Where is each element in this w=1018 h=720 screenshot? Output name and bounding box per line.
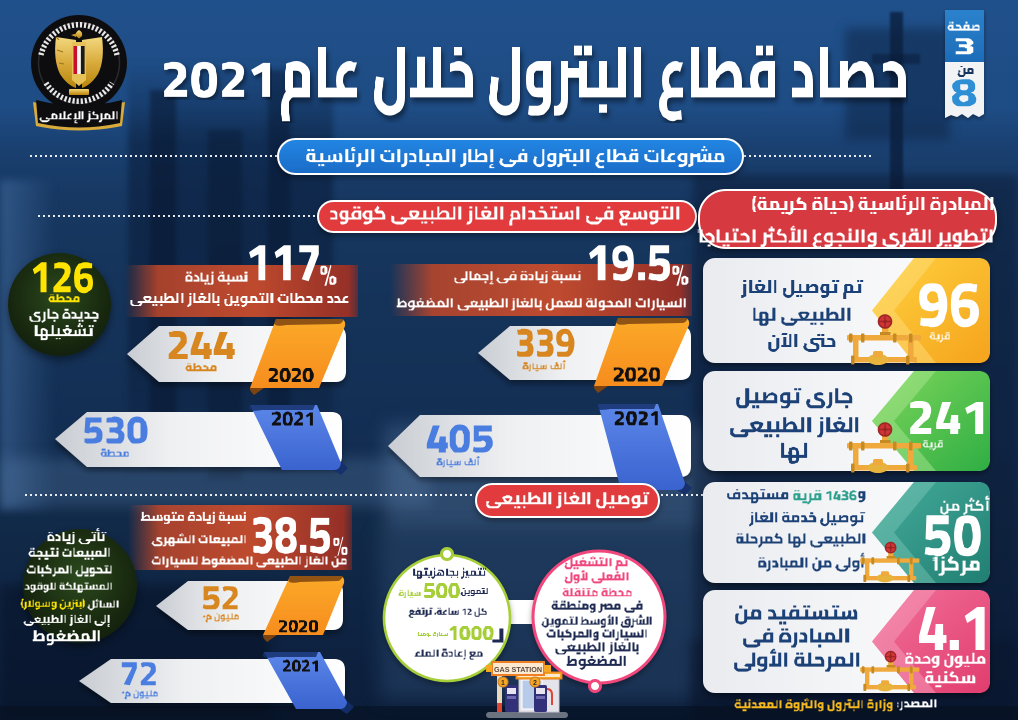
svg-text:2: 2 [533,680,537,687]
svg-text:1: 1 [501,680,505,687]
svg-text:GAS STATION: GAS STATION [494,665,542,674]
